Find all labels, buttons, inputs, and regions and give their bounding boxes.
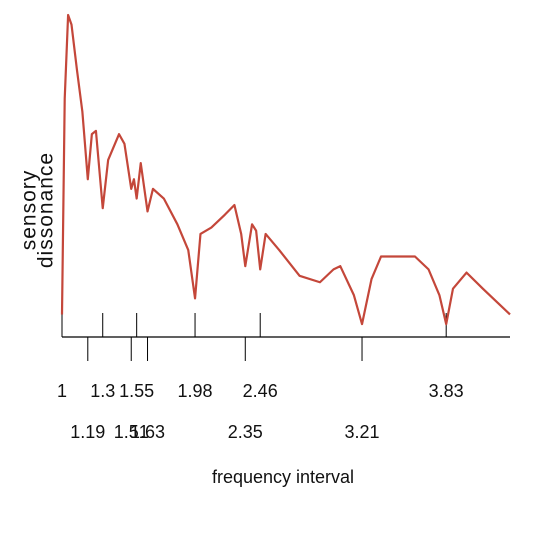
x-tick-label: 1.63 (130, 422, 165, 442)
x-tick-label: 1.3 (90, 381, 115, 401)
y-axis-label: dissonance (35, 152, 58, 268)
x-tick-label: 2.35 (228, 422, 263, 442)
x-tick-label: 2.46 (243, 381, 278, 401)
x-tick-label: 3.83 (429, 381, 464, 401)
x-tick-label: 1.55 (119, 381, 154, 401)
dissonance-curve (60, 13, 511, 326)
x-tick-label: 1.19 (70, 422, 105, 442)
x-tick-label: 1 (57, 381, 67, 401)
x-axis-label: frequency interval (212, 467, 354, 487)
y-axis-label: sensory (18, 170, 41, 251)
x-tick-label: 1.98 (178, 381, 213, 401)
x-tick-label: 3.21 (345, 422, 380, 442)
x-tick-label: 1.51 (114, 422, 149, 442)
